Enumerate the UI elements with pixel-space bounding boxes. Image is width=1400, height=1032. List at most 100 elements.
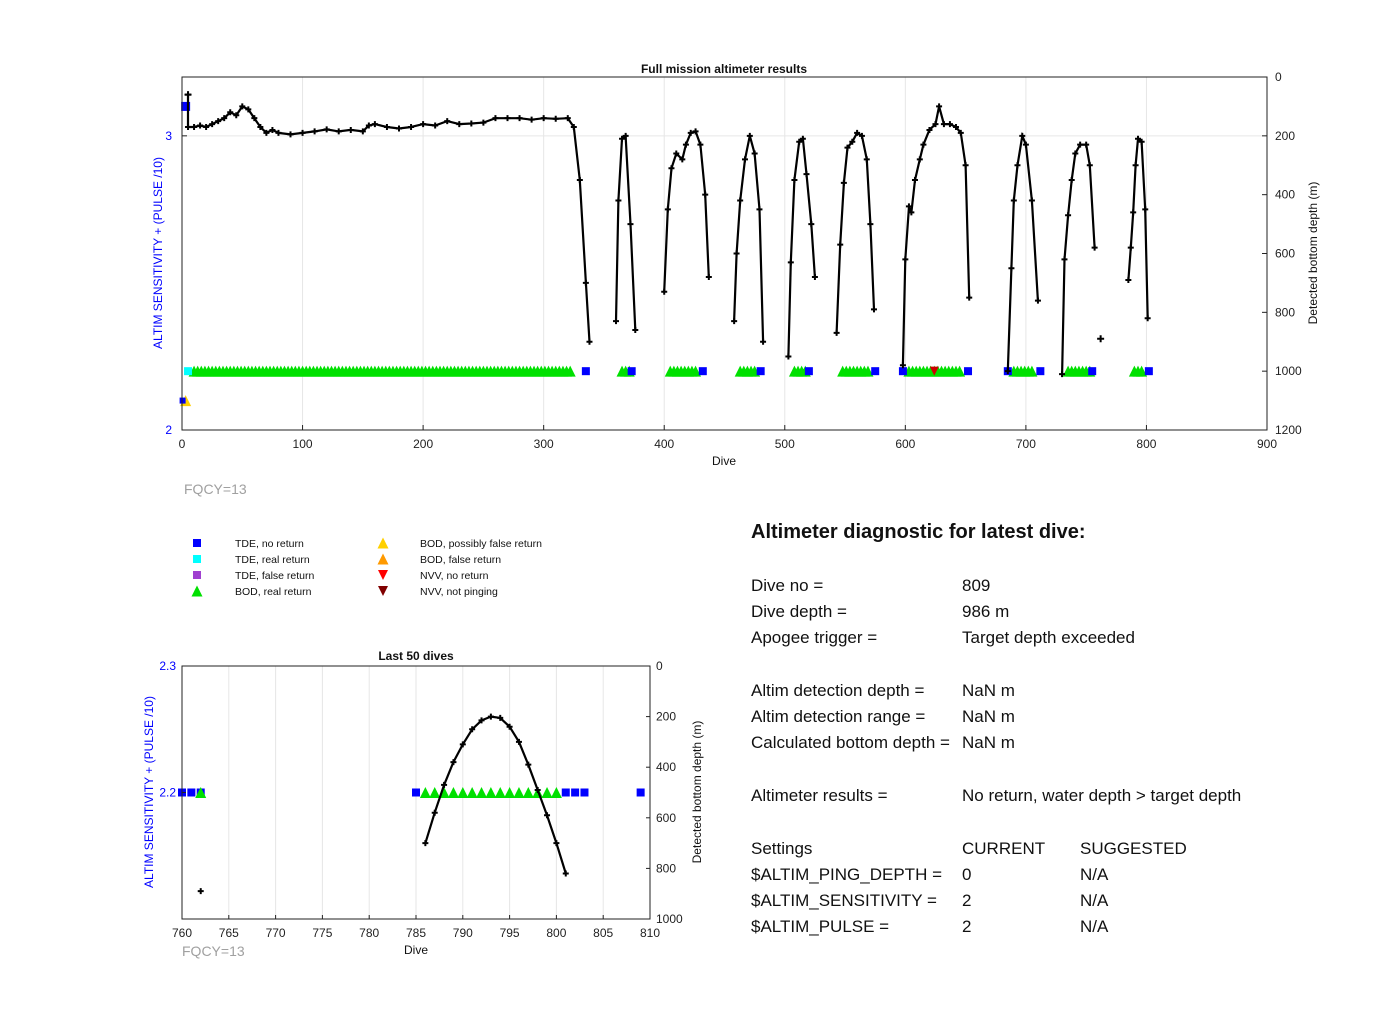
chart2-ytick-right-label: 200 [656, 710, 676, 724]
chart2-xtick-label: 775 [312, 926, 332, 940]
bottom-depth-point [506, 723, 513, 730]
bottom-depth-point [480, 119, 487, 126]
bottom-depth-point [1138, 138, 1145, 145]
altim-sensitivity-label: $ALTIM_SENSITIVITY = [751, 891, 937, 910]
bottom-depth-line [733, 135, 765, 342]
bottom-depth-point [239, 103, 246, 110]
bottom-depth-point [870, 306, 877, 313]
bod-real-return-marker [564, 365, 576, 377]
bottom-depth-point [952, 124, 959, 131]
bottom-depth-point [1014, 162, 1021, 169]
tde-marker [756, 367, 765, 376]
legend-entry-label: BOD, real return [235, 586, 312, 598]
bod-real-return-marker [1136, 365, 1148, 377]
legend-triangle-up-icon [377, 537, 389, 549]
nvv-no-return-marker [929, 366, 939, 376]
bottom-depth-point [697, 141, 704, 148]
bottom-depth-point [702, 191, 709, 198]
bottom-depth-point [791, 176, 798, 183]
bottom-depth-point [203, 124, 210, 131]
bottom-depth-point [1008, 265, 1015, 272]
altimeter-results-value: No return, water depth > target depth [962, 786, 1242, 805]
legend-entry-label: NVV, not pinging [420, 586, 498, 598]
bottom-depth-point [613, 318, 619, 325]
tde-marker [581, 367, 590, 376]
bottom-depth-point [916, 156, 923, 163]
bottom-depth-point [586, 338, 593, 345]
chart2-ytick-right-label: 600 [656, 811, 676, 825]
bottom-depth-point [1004, 368, 1011, 375]
bottom-depth-point [323, 126, 330, 133]
tde-no-return-marker [561, 788, 570, 797]
bottom-depth-point [263, 129, 270, 136]
tde-marker [871, 367, 880, 376]
bottom-depth-point [854, 129, 861, 136]
bod-real-return-marker [522, 787, 534, 798]
calculated-bottom-depth-label: Calculated bottom depth = [751, 733, 950, 752]
bod-real-return-marker [690, 365, 702, 377]
legend-triangle-up-icon [377, 553, 389, 565]
chart1-ytick-right-label: 600 [1275, 247, 1295, 261]
chart2-xtick-label: 785 [406, 926, 426, 940]
bottom-depth-point [741, 156, 748, 163]
bottom-depth-point [664, 206, 671, 213]
bottom-depth-point [553, 840, 560, 847]
bottom-depth-point [552, 115, 559, 122]
tde-no-return-marker [412, 788, 420, 797]
chart2-xtick-label: 765 [219, 926, 239, 940]
bottom-depth-point [371, 121, 378, 128]
bottom-depth-point [785, 353, 792, 360]
dive-no-value: 809 [962, 576, 991, 595]
chart1-xtick-label: 900 [1257, 437, 1277, 451]
bottom-depth-point [705, 274, 712, 281]
bod-real-return-marker [195, 787, 207, 798]
bottom-depth-point [515, 738, 522, 745]
legend-triangle-up-icon [191, 585, 203, 597]
bottom-depth-point [849, 138, 856, 145]
bottom-depth-point [227, 109, 234, 116]
chart1-ytick-right-label: 800 [1275, 305, 1295, 319]
bottom-depth-point [441, 781, 448, 788]
legend-entry-label: BOD, false return [420, 554, 501, 566]
bod-real-return-marker [550, 787, 562, 798]
legend-entry-label: TDE, no return [235, 538, 304, 550]
legend-square-icon [193, 555, 201, 563]
bod-real-return-marker [541, 787, 553, 798]
bottom-depth-point [787, 259, 794, 266]
bottom-depth-point [1068, 176, 1075, 183]
bod-real-return-marker [485, 787, 497, 798]
altim-sensitivity-current: 2 [962, 891, 972, 910]
bottom-depth-point [966, 294, 973, 301]
chart2-fqcy-label: FQCY=13 [182, 943, 245, 959]
bottom-depth-point [492, 115, 499, 122]
chart2-xtick-label: 770 [266, 926, 286, 940]
legend-entry-label: TDE, real return [235, 554, 310, 566]
bottom-depth-point [858, 132, 865, 139]
bottom-depth-point [396, 125, 402, 132]
bottom-depth-point [799, 135, 806, 142]
bottom-depth-point [347, 126, 354, 133]
bottom-depth-point [679, 156, 686, 163]
legend-square-icon [193, 571, 201, 579]
bottom-depth-point [615, 197, 622, 204]
bod-real-return-marker [1026, 365, 1038, 377]
bottom-depth-point [661, 288, 668, 295]
altimeter-results-label: Altimeter results = [751, 786, 888, 805]
chart1-ytick-right-label: 200 [1275, 129, 1295, 143]
bottom-depth-point [746, 132, 753, 139]
bottom-depth-point [487, 713, 494, 720]
chart1-ytick-left-label: 2 [165, 423, 172, 437]
chart2-ylabel-left: ALTIM SENSITIVITY + (PULSE /10) [142, 696, 156, 888]
bottom-depth-point [911, 176, 918, 183]
chart1-xtick-label: 400 [654, 437, 674, 451]
bottom-depth-point [450, 759, 457, 766]
bottom-depth-point [673, 150, 680, 157]
bottom-depth-point [287, 131, 294, 138]
bottom-depth-point [1130, 209, 1137, 216]
bottom-depth-point [359, 128, 366, 135]
bottom-depth-point [902, 256, 909, 263]
bottom-depth-point [534, 786, 541, 793]
chart2-xtick-label: 760 [172, 926, 192, 940]
tde-marker [698, 367, 707, 376]
bottom-depth-point [940, 121, 947, 128]
